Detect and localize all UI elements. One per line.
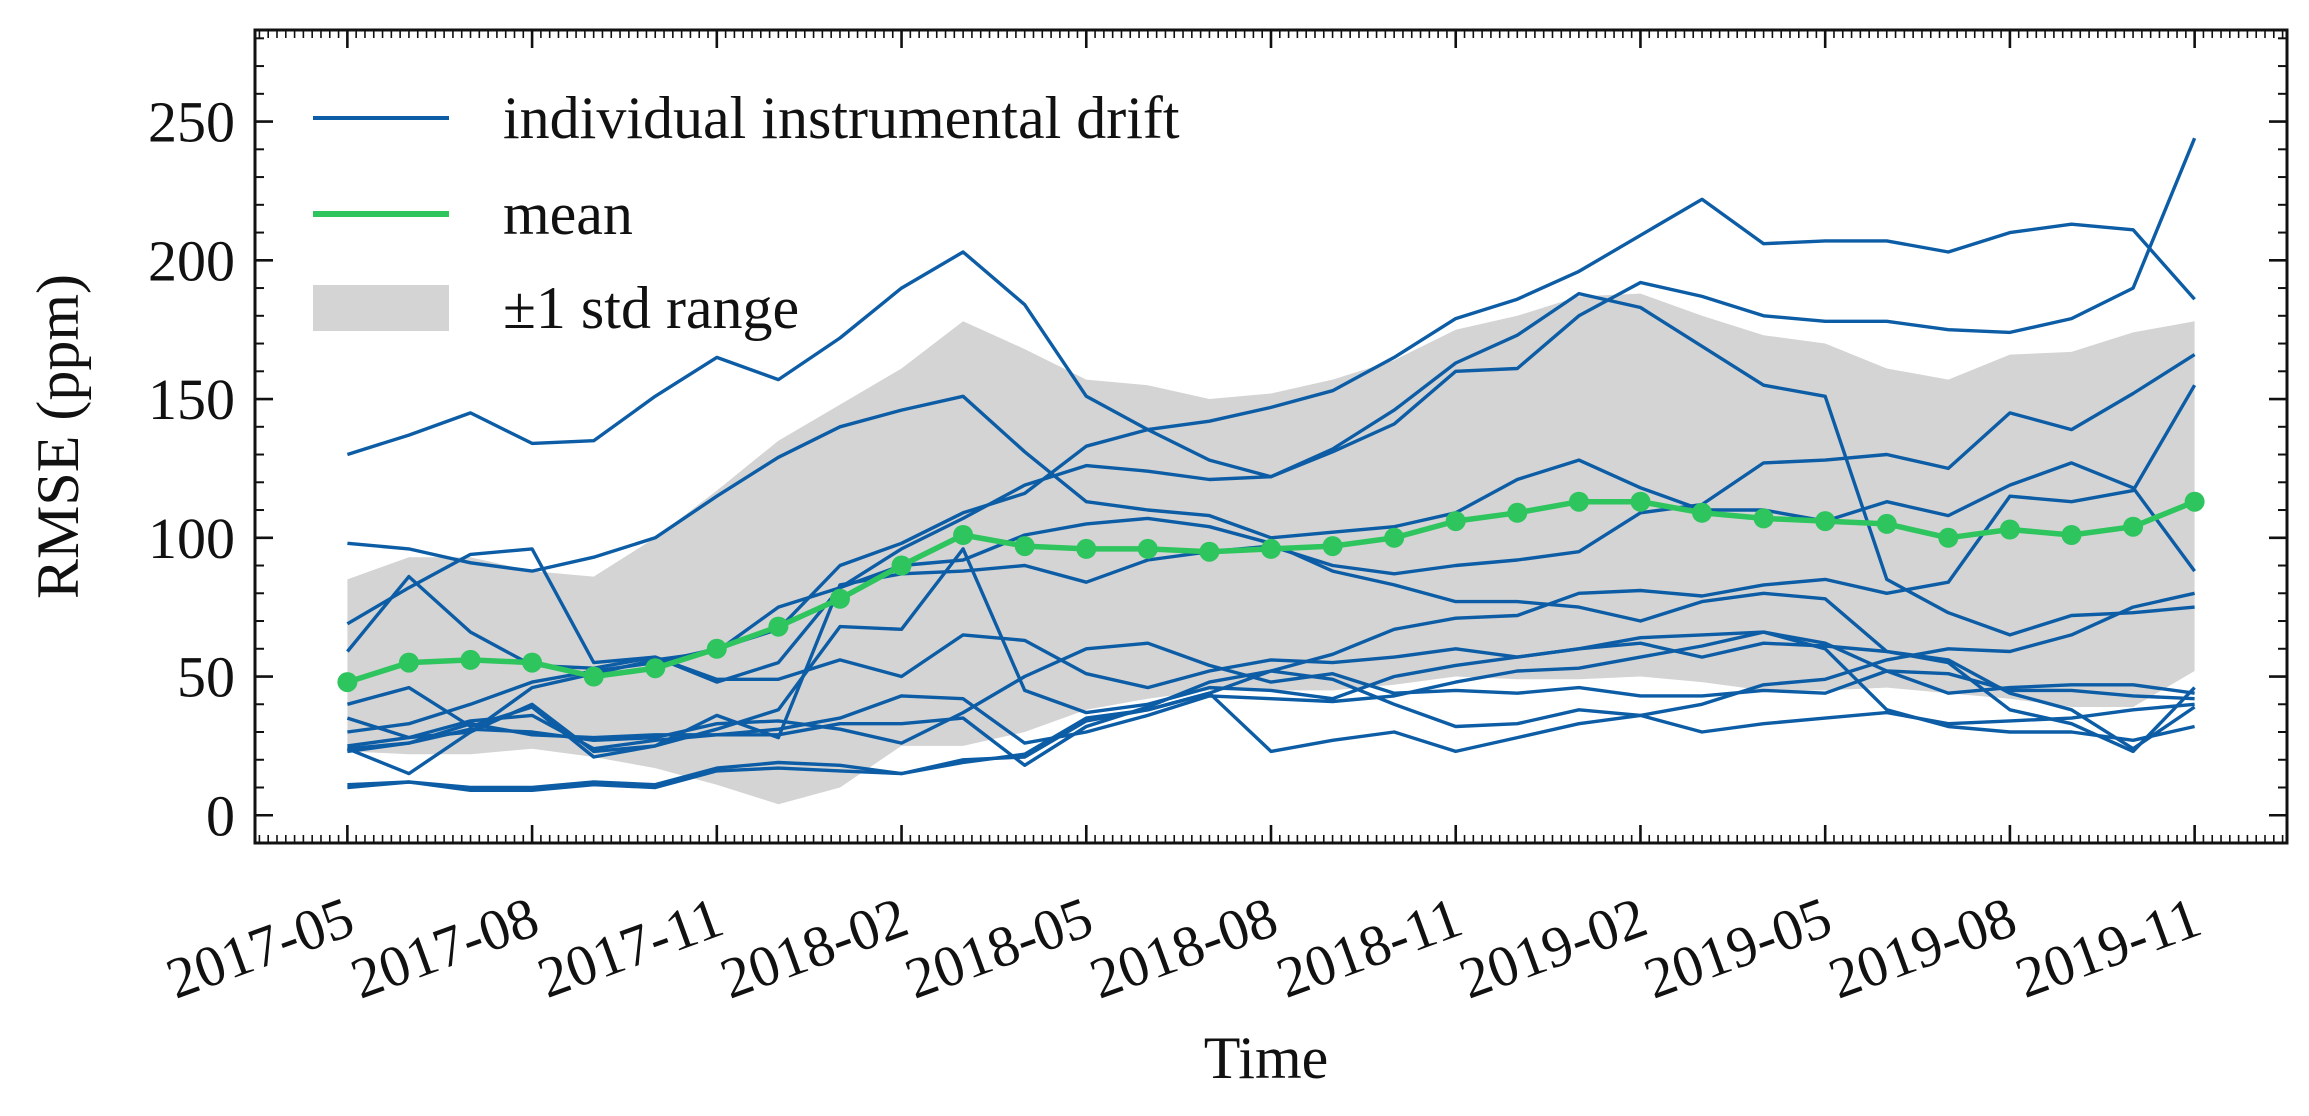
mean-point [398, 652, 419, 673]
x-tick-label: 2018-02 [712, 884, 916, 1011]
x-tick-label: 2018-05 [897, 884, 1101, 1011]
mean-point [1692, 502, 1712, 523]
legend-std-swatch [313, 285, 449, 331]
x-tick-label: 2019-05 [1636, 884, 1840, 1011]
mean-point [830, 588, 850, 609]
drift-6-line [347, 641, 2195, 754]
x-tick-label: 2019-08 [1820, 884, 2024, 1011]
drift-3-line [346, 574, 2196, 754]
mean-point [1384, 527, 1405, 548]
mean-point [1507, 502, 1528, 523]
x-tick-label: 2018-11 [1268, 884, 1470, 1010]
y-tick-label: 100 [148, 506, 235, 571]
mean-point [1753, 508, 1774, 529]
x-tick-label: 2017-11 [529, 884, 731, 1010]
x-tick-label: 2017-05 [158, 884, 362, 1011]
x-axis-title: Time [1204, 1025, 1329, 1091]
mean-point [460, 649, 481, 670]
y-tick-label: 250 [148, 90, 235, 155]
drift-9-line [347, 591, 2195, 792]
mean-point [1876, 513, 1897, 534]
mean-point [1568, 491, 1589, 512]
y-tick-label: 50 [177, 645, 235, 710]
mean-point [522, 652, 543, 673]
y-axis-title: RMSE (ppm) [25, 274, 91, 599]
x-tick-label: 2018-08 [1082, 884, 1286, 1011]
legend-entry-label: mean [503, 181, 633, 247]
mean-point [1261, 538, 1281, 559]
mean-point [706, 638, 727, 659]
y-tick-label: 0 [206, 783, 235, 848]
series-layer [337, 137, 2205, 792]
y-tick-label: 150 [148, 367, 235, 432]
legend-entry-label: ±1 std range [503, 275, 799, 341]
mean-point [337, 672, 358, 693]
drift-11-line [346, 547, 2195, 759]
mean-point [1014, 536, 1035, 557]
mean-point [2061, 525, 2082, 545]
x-tick-label: 2017-08 [343, 884, 547, 1011]
mean-point [1938, 527, 1959, 548]
mean-point [1137, 538, 1158, 559]
mean-point [1076, 538, 1097, 559]
mean-point [1815, 511, 1836, 532]
legend-entry-label: individual instrumental drift [503, 85, 1180, 151]
mean-point [1199, 541, 1220, 562]
mean-point [768, 616, 789, 637]
mean-point [1322, 536, 1343, 557]
mean-point [1630, 491, 1651, 512]
mean-point [2123, 516, 2144, 537]
drift-4-line [347, 394, 2196, 573]
mean-point [953, 525, 974, 545]
axes-layer [253, 28, 2289, 845]
mean-point [891, 555, 912, 576]
mean-point [1445, 511, 1466, 532]
mean-point [2184, 491, 2205, 512]
y-tick-label: 200 [148, 228, 235, 293]
legend: individual instrumental drift mean ±1 std … [313, 85, 1180, 341]
drift-8-line [347, 384, 2197, 790]
x-tick-label: 2019-02 [1451, 884, 1655, 1011]
mean-point [583, 666, 604, 687]
x-tick-label: 2019-11 [2007, 884, 2209, 1010]
mean-point [645, 658, 666, 679]
mean-point [1999, 519, 2020, 540]
